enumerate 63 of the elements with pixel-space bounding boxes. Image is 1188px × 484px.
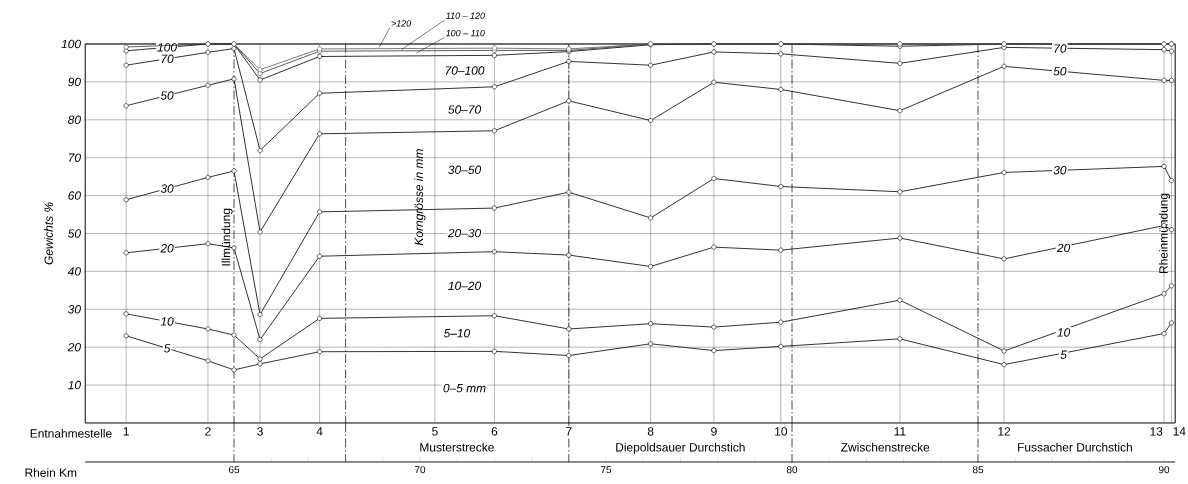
y-tick-label: 70 (68, 153, 81, 162)
annotation: 9 (711, 427, 717, 436)
annotation: 5 (432, 427, 438, 436)
x-tick-label: 80 (786, 466, 798, 474)
series-label: 50 (160, 91, 174, 100)
annotation: 30 (1053, 165, 1067, 175)
y-tick-label: 40 (67, 267, 81, 276)
text: Entnahmestelle (30, 428, 112, 438)
annotation: 14 (1173, 427, 1186, 436)
series-label: 10 (160, 317, 174, 326)
text: Musterstrecke (420, 442, 494, 452)
x-tick-label: 90 (1158, 466, 1170, 474)
annotation: 4 (316, 427, 323, 436)
annotation: 5–10 (443, 328, 471, 338)
annotation: 2 (205, 427, 211, 436)
annotation: 100 – 110 (445, 29, 485, 37)
annotation: Korngrösse in mm (414, 149, 426, 246)
annotation: Illmündung (221, 208, 233, 266)
y-tick-label: 60 (68, 191, 81, 200)
annotation: 12 (998, 427, 1011, 436)
annotation: 5 (1060, 350, 1067, 359)
annotation: 50 (1053, 67, 1067, 76)
y-tick-label: 50 (68, 229, 81, 238)
annotation: 30–50 (448, 165, 482, 175)
x-tick-label: 75 (600, 466, 612, 474)
annotation: 0–5 mm (443, 383, 486, 393)
y-tick-label: 90 (68, 77, 81, 87)
x-axis-title: Rhein Km (25, 468, 77, 477)
y-tick-label: 30 (68, 305, 81, 314)
annotation: 20–30 (447, 228, 482, 238)
x-tick-label: 85 (972, 466, 984, 474)
annotation: 1 (123, 427, 129, 436)
annotation: 20 (1056, 243, 1071, 253)
y-tick-label: 100 (61, 39, 81, 49)
series-label: 20 (160, 244, 174, 253)
y-tick-label: 20 (67, 342, 81, 352)
y-axis-title: Gewichts % (44, 202, 53, 265)
annotation: 10–20 (448, 281, 482, 291)
annotation: 11 (894, 427, 906, 436)
x-tick-label: 65 (228, 466, 240, 474)
annotation: 7 (566, 427, 572, 436)
annotation: 10 (1057, 328, 1071, 337)
text: Diepoldsauer Durchstich (616, 442, 745, 454)
annotation: Rheinmündung (1158, 193, 1171, 274)
y-tick-label: 10 (68, 380, 81, 390)
series-label: 5 (163, 344, 171, 353)
annotation: 3 (257, 427, 263, 436)
annotation: 10 (775, 427, 788, 436)
y-tick-label: 80 (68, 115, 81, 125)
annotation: 13 (1150, 427, 1163, 436)
x-tick-label: 70 (414, 466, 426, 474)
annotation: 8 (647, 427, 654, 436)
text: Zwischenstrecke (841, 442, 930, 452)
annotation: 6 (491, 427, 498, 436)
series-label: 70 (161, 54, 174, 63)
annotation: 110 – 120 (446, 12, 485, 19)
annotation: 70 (1054, 44, 1067, 53)
series-label: 30 (160, 184, 174, 193)
annotation: 70–100 (445, 66, 485, 75)
text: Fussacher Durchstich (1018, 442, 1132, 452)
annotation: >120 (391, 20, 412, 27)
annotation: 50–70 (448, 105, 482, 114)
series-label: 100 (157, 43, 177, 52)
